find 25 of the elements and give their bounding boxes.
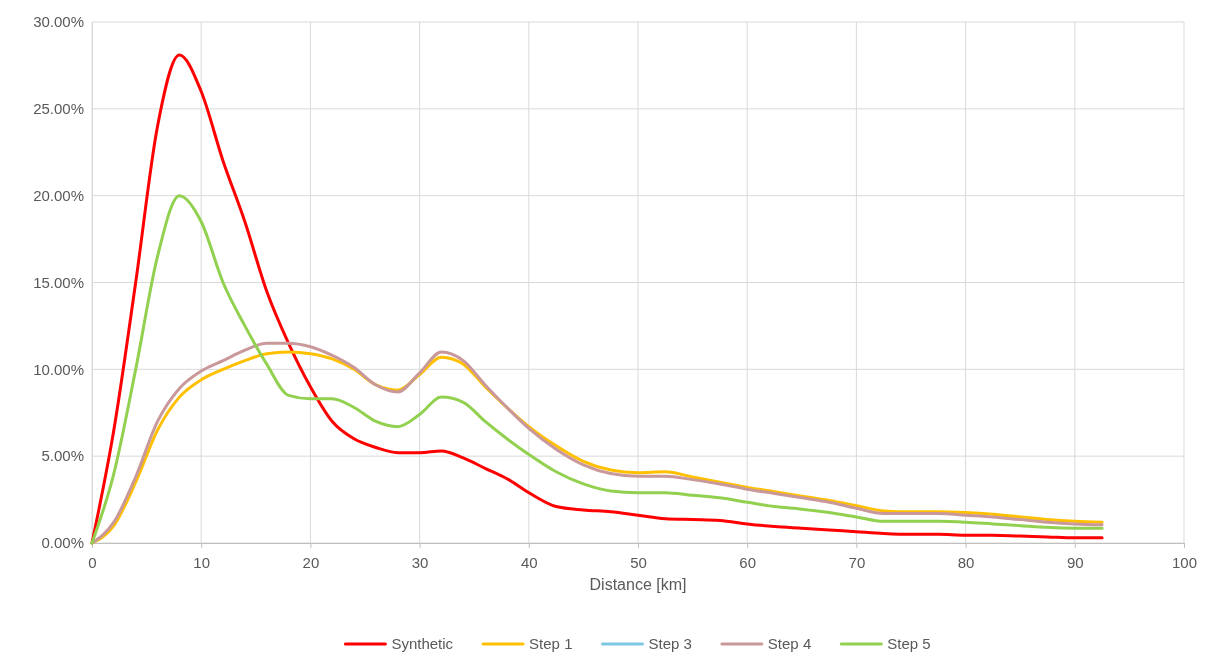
legend-label: Step 3 [648, 635, 692, 652]
line-series [90, 194, 1104, 545]
y-tick-label: 30.00% [33, 13, 84, 31]
x-tick-label: 20 [302, 553, 320, 571]
x-tick-label: 0 [88, 553, 97, 571]
x-tick-label: 40 [520, 553, 538, 571]
x-tick-label: 80 [957, 553, 975, 571]
legend-label: Step 5 [887, 635, 931, 652]
x-tick-label: 60 [739, 553, 757, 571]
legend-label: Synthetic [391, 635, 454, 652]
x-tick-label: 30 [411, 553, 429, 571]
x-tick-label: 90 [1066, 553, 1084, 571]
y-tick-label: 20.00% [33, 186, 84, 204]
y-tick-label: 10.00% [33, 360, 84, 378]
x-tick-label: 100 [1171, 553, 1198, 571]
y-tick-label: 0.00% [41, 534, 84, 552]
x-tick-label: 10 [193, 553, 211, 571]
y-tick-label: 5.00% [41, 447, 84, 465]
x-axis-title: Distance [km] [589, 576, 687, 593]
legend-label: Step 4 [767, 635, 812, 652]
y-tick-label: 15.00% [33, 273, 84, 291]
legend-label: Step 1 [529, 635, 573, 652]
y-tick-label: 25.00% [33, 100, 84, 118]
x-tick-label: 70 [848, 553, 866, 571]
x-tick-label: 50 [630, 553, 647, 571]
